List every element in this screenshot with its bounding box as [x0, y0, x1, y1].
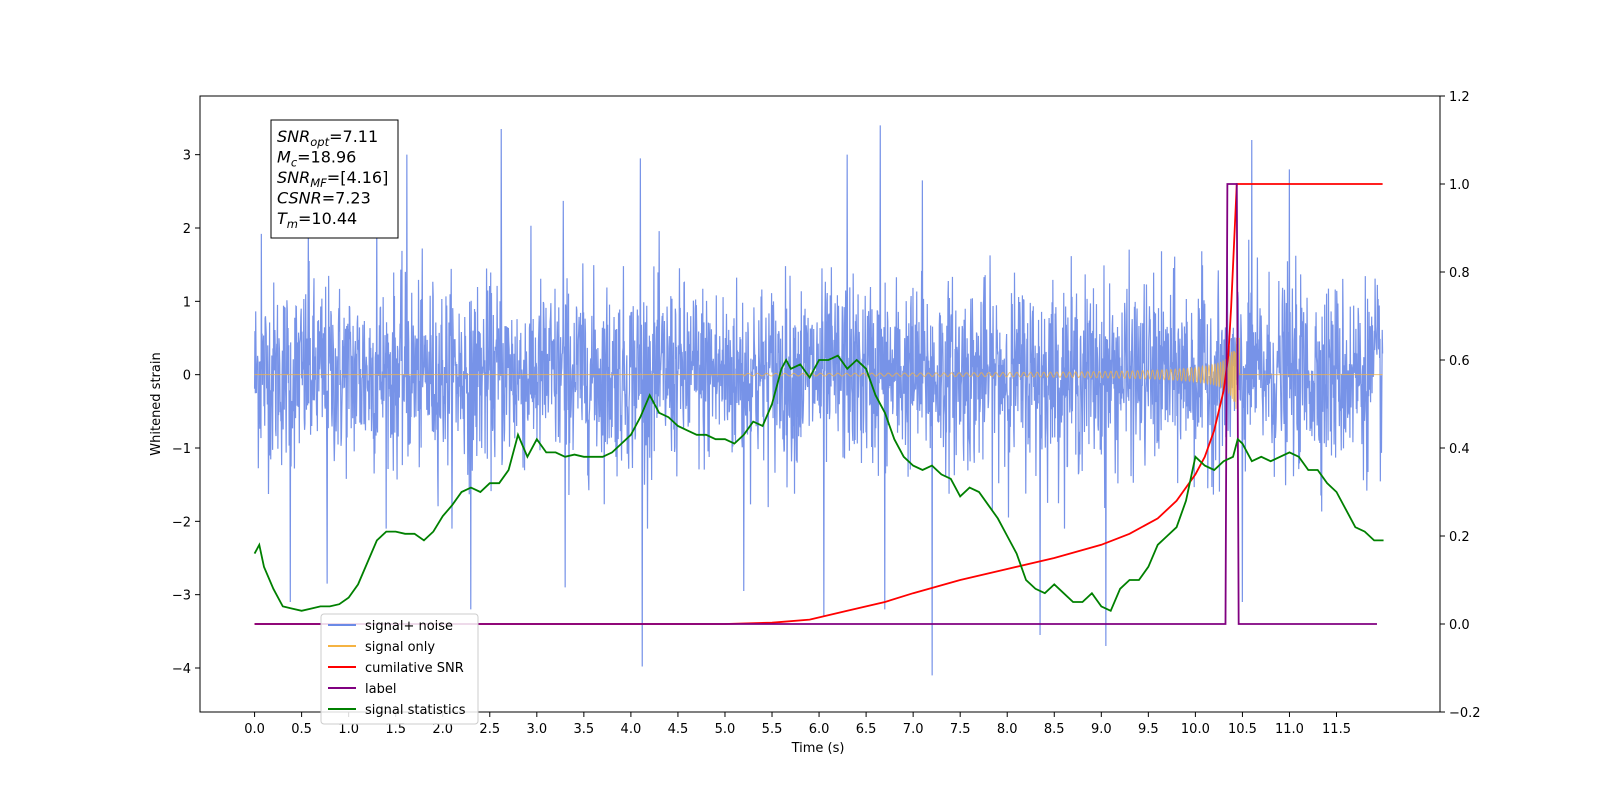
x-tick-label: 4.5 — [668, 722, 689, 737]
stats-box-line: CSNR=7.23 — [277, 189, 371, 208]
stat-subscript: opt — [310, 135, 329, 149]
y-right-tick-label: 0.8 — [1449, 266, 1470, 281]
legend-label: cumilative SNR — [365, 661, 464, 676]
stat-value: =18.96 — [297, 148, 356, 167]
signal-only-series — [254, 337, 1383, 409]
stat-value: =7.23 — [322, 189, 371, 208]
x-axis-label: Time (s) — [791, 741, 845, 756]
x-tick-label: 8.0 — [997, 722, 1018, 737]
signal-statistics-series — [253, 354, 1384, 613]
x-tick-label: 8.5 — [1044, 722, 1065, 737]
y-left-tick-label: 1 — [183, 295, 191, 310]
label-series — [254, 183, 1377, 625]
y-left-tick-label: 0 — [183, 369, 191, 384]
stat-value: =[4.16] — [327, 168, 389, 187]
legend-label: signal statistics — [365, 703, 466, 718]
y-right-tick-label: 0.0 — [1449, 618, 1470, 633]
x-tick-label: 7.0 — [903, 722, 924, 737]
legend-label: label — [365, 682, 396, 697]
stat-symbol: M — [277, 148, 291, 167]
y-right-tick-label: 0.6 — [1449, 354, 1470, 369]
stat-symbol: T — [277, 209, 288, 228]
signal-only-line — [254, 337, 1383, 409]
y-left-tick-label: −4 — [172, 662, 191, 677]
x-tick-label: 7.5 — [950, 722, 971, 737]
legend: signal+ noise signal only cumilative SNR la… — [320, 613, 479, 725]
stats-box-line: Mc=18.96 — [277, 148, 356, 170]
stat-subscript: c — [291, 156, 298, 170]
signal-statistics-line — [253, 354, 1384, 613]
y-right-tick-label: −0.2 — [1449, 706, 1481, 721]
x-tick-label: 0.0 — [244, 722, 265, 737]
legend-label: signal+ noise — [365, 619, 453, 634]
stats-box: SNRopt=7.11Mc=18.96SNRMF=[4.16]CSNR=7.23… — [270, 119, 399, 239]
stat-symbol: SNR — [277, 127, 310, 146]
x-axis: 0.0 0.5 1.0 1.5 2.0 2.5 3.0 3.5 4.0 4.5 5.0 5.5 6.0 6… — [244, 712, 1351, 737]
x-tick-label: 10.5 — [1228, 722, 1257, 737]
y-left-tick-label: −2 — [172, 515, 191, 530]
x-tick-label: 11.0 — [1275, 722, 1304, 737]
stats-box-line: SNRopt=7.11 — [277, 127, 378, 149]
y-left-tick-label: 2 — [183, 222, 191, 237]
label-line — [254, 183, 1377, 625]
stats-box-line: SNRMF=[4.16] — [277, 168, 388, 190]
x-tick-label: 5.0 — [715, 722, 736, 737]
x-tick-label: 1.5 — [385, 722, 406, 737]
plot-frame — [199, 95, 1441, 713]
y-axis-left: 3 2 1 0 −1 −2 −3 −4 — [172, 149, 200, 677]
y-left-tick-label: −3 — [172, 589, 191, 604]
stat-subscript: MF — [310, 176, 327, 190]
x-tick-label: 9.5 — [1138, 722, 1159, 737]
x-tick-label: 2.0 — [432, 722, 453, 737]
x-tick-label: 6.5 — [856, 722, 877, 737]
stat-subscript: m — [287, 217, 298, 231]
x-tick-label: 1.0 — [338, 722, 359, 737]
x-tick-label: 9.0 — [1091, 722, 1112, 737]
x-tick-label: 10.0 — [1181, 722, 1210, 737]
y-axis-right: 1.2 1.0 0.8 0.6 0.4 0.2 0.0 −0.2 — [1440, 90, 1481, 721]
y-right-tick-label: 1.0 — [1449, 178, 1470, 193]
stat-symbol: CSNR — [277, 189, 322, 208]
y-right-tick-label: 1.2 — [1449, 90, 1470, 105]
stat-symbol: SNR — [277, 168, 310, 187]
y-axis-left-label: Whitened strain — [149, 352, 164, 455]
y-right-tick-label: 0.2 — [1449, 530, 1470, 545]
legend-label: signal only — [365, 640, 435, 655]
x-tick-label: 5.5 — [762, 722, 783, 737]
stats-box-line: Tm=10.44 — [277, 209, 357, 231]
x-tick-label: 11.5 — [1322, 722, 1351, 737]
x-tick-label: 3.5 — [574, 722, 595, 737]
legend-frame — [320, 613, 479, 725]
y-left-tick-label: 3 — [183, 149, 191, 164]
x-tick-label: 3.0 — [526, 722, 547, 737]
stat-value: =7.11 — [329, 127, 378, 146]
stat-value: =10.44 — [298, 209, 357, 228]
stats-box-frame — [270, 119, 399, 239]
x-tick-label: 2.5 — [479, 722, 500, 737]
x-tick-label: 0.5 — [291, 722, 312, 737]
y-right-tick-label: 0.4 — [1449, 442, 1470, 457]
y-left-tick-label: −1 — [172, 442, 191, 457]
x-tick-label: 4.0 — [621, 722, 642, 737]
x-tick-label: 6.0 — [809, 722, 830, 737]
